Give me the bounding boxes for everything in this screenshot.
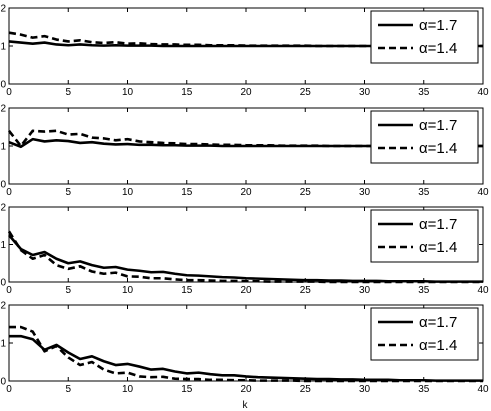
x-tick-label: 30 (359, 285, 371, 296)
x-tick-label: 10 (122, 285, 134, 296)
x-tick-label: 35 (418, 384, 430, 395)
legend-box (370, 307, 479, 361)
y-tick-label: 2 (0, 104, 6, 115)
x-tick-label: 20 (240, 285, 252, 296)
y-tick-label: 0 (0, 180, 6, 191)
x-tick-label: 25 (300, 187, 312, 198)
legend: α=1.7 α=1.4 (370, 10, 479, 64)
x-tick-label: 15 (181, 384, 193, 395)
x-tick-label: 35 (418, 285, 430, 296)
x-tick-label: 10 (122, 187, 134, 198)
y-tick-label: 1 (0, 42, 6, 53)
legend-label: α=1.7 (419, 17, 457, 34)
x-tick-label: 0 (6, 187, 12, 198)
y-tick-label: 0 (0, 278, 6, 289)
y-tick-label: 0 (0, 80, 6, 91)
x-axis-label: k (243, 400, 249, 411)
x-tick-label: 5 (65, 187, 71, 198)
x-tick-label: 40 (477, 384, 489, 395)
chart-panel-3: 0 5 10 15 20 25 30 35 40 0 1 2 α=1.7 α=1.4 (0, 203, 489, 297)
x-tick-label: 40 (477, 87, 489, 98)
x-tick-label: 25 (300, 87, 312, 98)
legend: α=1.7 α=1.4 (370, 307, 479, 361)
x-tick-label: 30 (359, 384, 371, 395)
x-tick-label: 30 (359, 87, 371, 98)
x-tick-label: 40 (477, 285, 489, 296)
x-tick-label: 15 (181, 187, 193, 198)
legend-box (370, 209, 479, 263)
y-tick-label: 1 (0, 142, 6, 153)
chart-panel-1: 0 5 10 15 20 25 30 35 40 0 1 2 α=1.7 α=1.4 (0, 4, 489, 99)
legend-label: α=1.4 (419, 239, 457, 256)
legend: α=1.7 α=1.4 (370, 110, 479, 164)
x-tick-label: 10 (122, 87, 134, 98)
y-tick-label: 1 (0, 339, 6, 350)
x-tick-label: 20 (240, 384, 252, 395)
x-tick-label: 25 (300, 285, 312, 296)
legend-label: α=1.7 (419, 314, 457, 331)
x-tick-label: 35 (418, 87, 430, 98)
x-tick-label: 25 (300, 384, 312, 395)
legend-label: α=1.4 (419, 337, 457, 354)
x-tick-label: 15 (181, 87, 193, 98)
x-tick-label: 5 (65, 285, 71, 296)
x-tick-label: 35 (418, 187, 430, 198)
legend-box (370, 110, 479, 164)
x-tick-label: 5 (65, 87, 71, 98)
legend-label: α=1.4 (419, 40, 457, 57)
y-tick-label: 2 (0, 4, 6, 15)
x-tick-label: 0 (6, 285, 12, 296)
x-tick-label: 5 (65, 384, 71, 395)
x-tick-label: 15 (181, 285, 193, 296)
series-line-alpha-1-7 (8, 234, 483, 283)
legend: α=1.7 α=1.4 (370, 209, 479, 263)
x-tick-label: 40 (477, 187, 489, 198)
y-tick-label: 1 (0, 240, 6, 251)
y-tick-label: 2 (0, 301, 6, 312)
chart-panel-2: 0 5 10 15 20 25 30 35 40 0 1 2 α=1.7 α=1.4 (0, 104, 489, 199)
legend-label: α=1.7 (419, 117, 457, 134)
y-tick-label: 2 (0, 203, 6, 214)
x-tick-label: 20 (240, 187, 252, 198)
x-tick-label: 0 (6, 87, 12, 98)
x-tick-label: 20 (240, 87, 252, 98)
x-tick-label: 30 (359, 187, 371, 198)
x-tick-label: 10 (122, 384, 134, 395)
series-line-alpha-1-4 (7, 230, 483, 284)
legend-label: α=1.7 (419, 216, 457, 233)
y-tick-label: 0 (0, 377, 6, 388)
legend-box (370, 10, 479, 64)
chart-panel-4: 0 5 10 15 20 25 30 35 40 0 1 2 α=1.7 α=1.4 (0, 301, 489, 396)
x-tick-label: 0 (6, 384, 12, 395)
series-line-alpha-1-4 (9, 325, 483, 383)
legend-label: α=1.4 (419, 140, 457, 157)
